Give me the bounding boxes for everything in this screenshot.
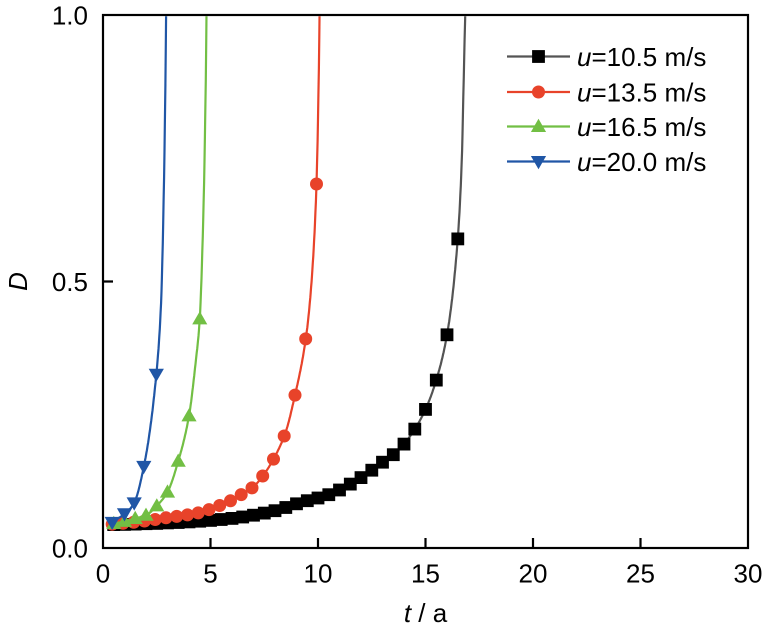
svg-text:u=10.5 m/s: u=10.5 m/s xyxy=(577,42,706,72)
svg-text:t / a: t / a xyxy=(404,598,448,628)
svg-text:0.0: 0.0 xyxy=(52,533,88,563)
svg-text:30: 30 xyxy=(734,559,763,589)
svg-text:0.5: 0.5 xyxy=(52,267,88,297)
svg-text:25: 25 xyxy=(626,559,655,589)
svg-text:0: 0 xyxy=(96,559,110,589)
svg-text:u=16.5 m/s: u=16.5 m/s xyxy=(577,112,706,142)
svg-text:u=13.5 m/s: u=13.5 m/s xyxy=(577,77,706,107)
svg-text:1.0: 1.0 xyxy=(52,0,88,30)
svg-text:10: 10 xyxy=(304,559,333,589)
svg-text:20: 20 xyxy=(519,559,548,589)
svg-text:u=20.0 m/s: u=20.0 m/s xyxy=(577,147,706,177)
svg-text:15: 15 xyxy=(411,559,440,589)
svg-text:D: D xyxy=(3,272,33,291)
svg-text:5: 5 xyxy=(203,559,217,589)
